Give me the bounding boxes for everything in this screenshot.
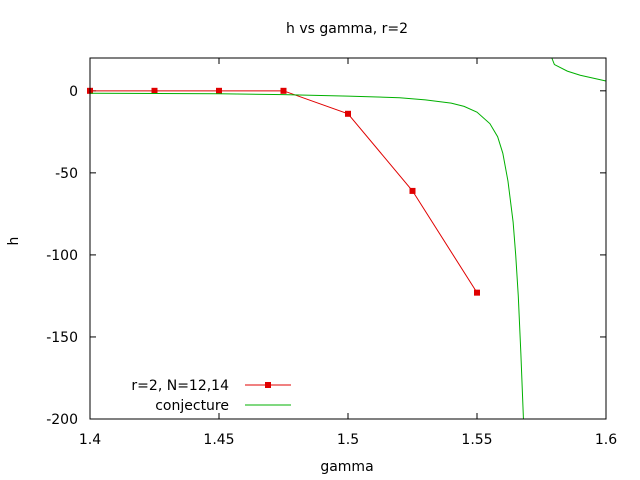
- series-layer: [87, 57, 607, 420]
- x-tick-label: 1.6: [595, 432, 617, 448]
- data-point: [409, 187, 416, 194]
- data-point: [216, 87, 222, 94]
- legend-label: r=2, N=12,14: [131, 378, 229, 394]
- axis-ticks: 1.4 1.45 1.5 1.55 1.6 0 -50 -100 -150 -200: [46, 58, 617, 448]
- x-tick-label: 1.45: [203, 432, 234, 448]
- series-line: [90, 90, 478, 293]
- y-tick-label: -150: [46, 330, 78, 346]
- y-axis-label: h: [6, 237, 22, 246]
- x-tick-label: 1.4: [79, 432, 101, 448]
- chart-title: h vs gamma, r=2: [286, 21, 408, 37]
- series-2: [89, 57, 607, 420]
- series-line: [89, 57, 607, 420]
- data-point: [280, 87, 287, 94]
- legend-marker: [265, 382, 271, 388]
- data-point: [345, 110, 351, 117]
- legend-label: conjecture: [155, 398, 229, 414]
- x-tick-label: 1.55: [461, 432, 492, 448]
- y-tick-label: -100: [46, 248, 78, 264]
- y-tick-label: 0: [69, 84, 78, 100]
- y-tick-label: -50: [55, 166, 78, 182]
- x-axis-label: gamma: [320, 459, 373, 475]
- data-point: [151, 87, 158, 94]
- x-tick-label: 1.5: [337, 432, 359, 448]
- plot-frame: [89, 57, 607, 420]
- data-point: [474, 289, 480, 296]
- y-tick-label: -200: [46, 412, 78, 428]
- series-1: [87, 87, 480, 296]
- legend: r=2, N=12,14 conjecture: [131, 378, 291, 414]
